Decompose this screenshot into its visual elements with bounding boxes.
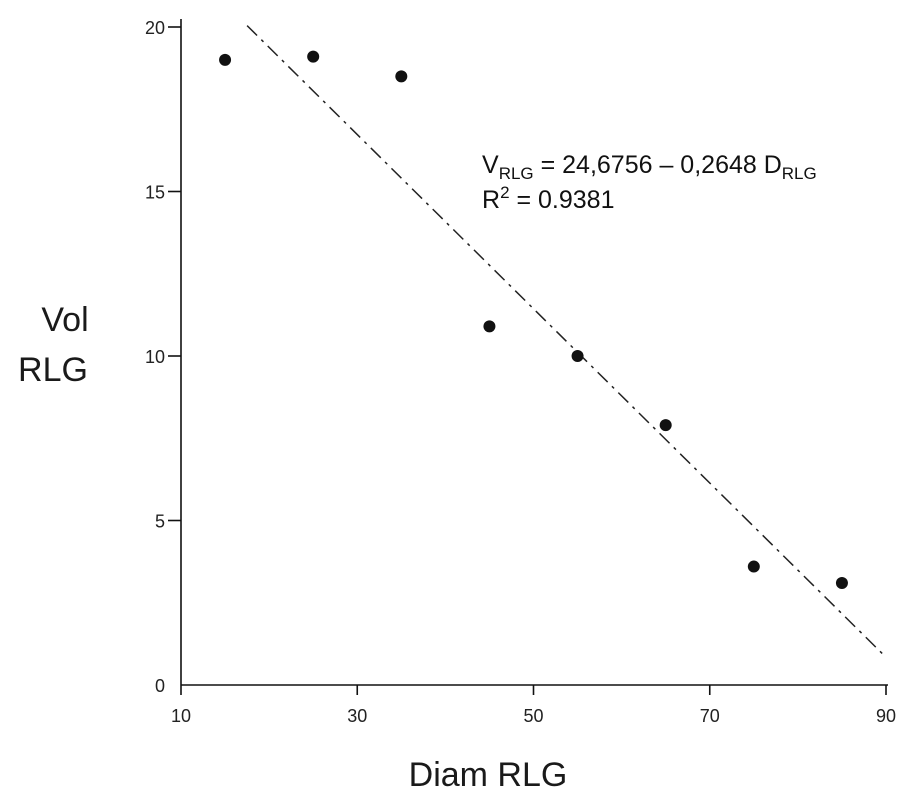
data-point xyxy=(571,350,584,362)
y-tick-label: 10 xyxy=(145,347,165,367)
axes: 10 30 50 70 90 0 5 10 15 20 xyxy=(145,18,896,726)
x-tick-label: 30 xyxy=(347,706,367,726)
x-tick-label: 90 xyxy=(876,706,896,726)
data-point xyxy=(483,320,496,333)
data-point xyxy=(219,53,232,66)
r-squared-value: = 0.9381 xyxy=(510,186,615,214)
y-tick-label: 15 xyxy=(145,183,165,203)
r-squared-prefix: R xyxy=(482,186,500,214)
data-point xyxy=(747,560,760,573)
r-squared-superscript: 2 xyxy=(500,183,509,202)
equation-variable-subscript: RLG xyxy=(499,164,534,183)
x-axis-title: Diam RLG xyxy=(409,756,568,794)
equation-variable: V xyxy=(482,151,499,179)
equation-body: = 24,6756 – 0,2648 D xyxy=(534,151,782,179)
data-point xyxy=(659,419,672,432)
data-points xyxy=(219,50,848,590)
regression-trendline xyxy=(246,25,887,658)
y-tick-label: 0 xyxy=(155,676,165,696)
regression-equation: VRLG = 24,6756 – 0,2648 DRLG xyxy=(482,151,817,183)
r-squared-label: R2 = 0.9381 xyxy=(482,183,615,214)
trendline-layer xyxy=(246,25,887,658)
data-point xyxy=(307,50,320,63)
y-tick-label: 20 xyxy=(145,18,165,38)
data-point xyxy=(835,577,848,590)
y-axis-title-line2: RLG xyxy=(18,351,88,389)
y-tick-label: 5 xyxy=(155,512,165,532)
x-tick-label: 70 xyxy=(700,706,720,726)
y-axis-title-line1: Vol xyxy=(41,301,88,339)
x-tick-label: 10 xyxy=(171,706,191,726)
equation-end-subscript: RLG xyxy=(782,164,817,183)
data-point xyxy=(395,70,408,83)
x-tick-label: 50 xyxy=(523,706,543,726)
